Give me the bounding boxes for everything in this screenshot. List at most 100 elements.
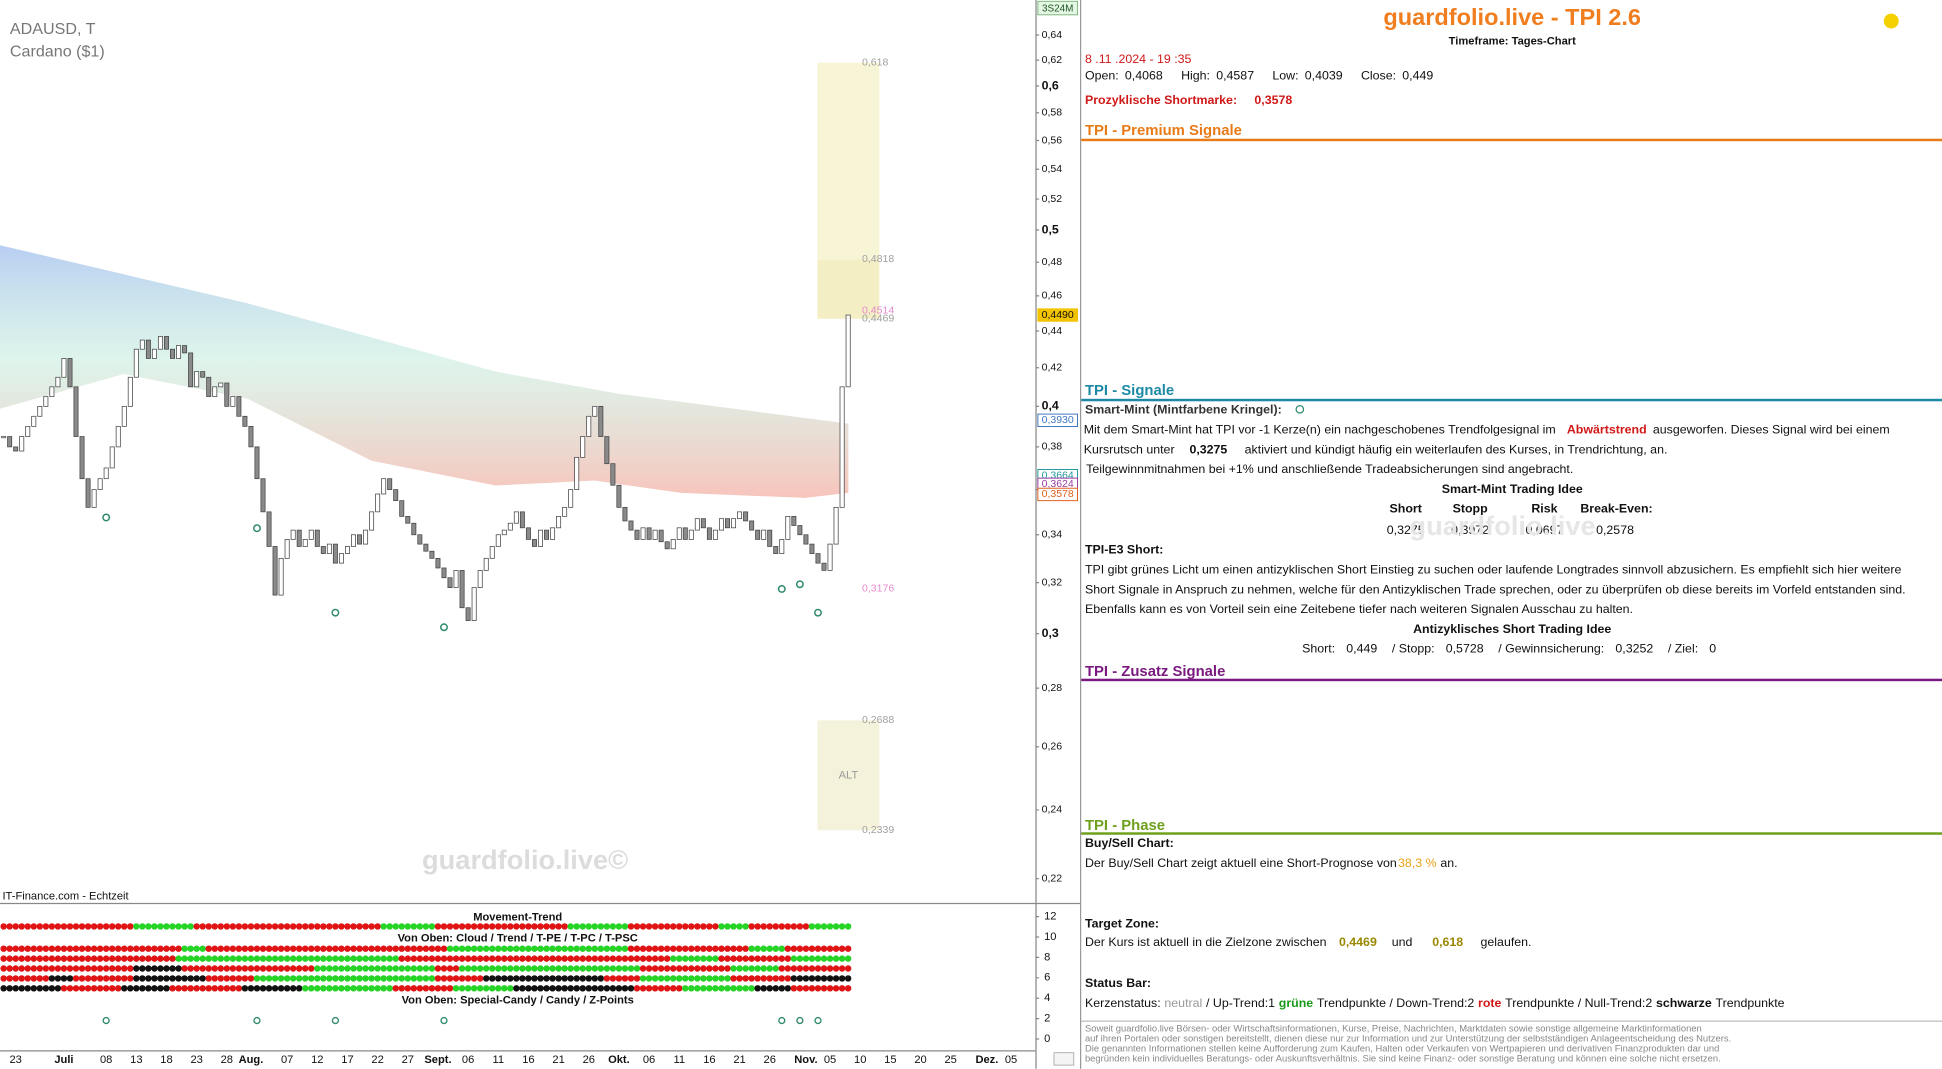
trend-dot <box>808 985 816 992</box>
trend-dot <box>12 975 19 982</box>
trend-dot <box>700 985 707 992</box>
value: 0,449 <box>1346 642 1378 657</box>
trend-dot <box>326 985 333 992</box>
trend-run <box>133 965 182 972</box>
idea-row: Short: 0,449 / Stopp: 0,5728 / Gewinnsiche… <box>1081 643 1942 657</box>
trend-dot <box>609 975 617 982</box>
trend-dot <box>501 965 508 972</box>
x-tick-label: 07 <box>281 1054 293 1066</box>
trend-dot <box>531 965 538 972</box>
trend-dot <box>247 985 255 992</box>
trend-dot <box>700 965 707 972</box>
trend-dot <box>531 985 538 992</box>
trend-dot <box>229 945 237 952</box>
trend-run <box>133 923 194 930</box>
trend-dot <box>615 985 623 992</box>
trend-dot <box>464 923 472 930</box>
trend-dot <box>36 965 44 972</box>
trend-dot <box>609 945 617 952</box>
trend-dot <box>615 975 623 982</box>
text: Mit dem Smart-Mint hat TPI vor -1 Kerze(… <box>1083 423 1556 438</box>
trend-dot <box>838 975 846 982</box>
trend-dot <box>0 945 7 952</box>
trend-dot <box>603 945 611 952</box>
trend-dot <box>597 985 605 992</box>
trend-dot <box>0 923 7 930</box>
trend-dot <box>145 985 152 992</box>
trend-dot <box>688 965 695 972</box>
text: Trendpunkte <box>1715 997 1785 1011</box>
trend-dot <box>320 955 327 962</box>
price-marker-box <box>1037 308 1079 322</box>
trend-dot <box>121 945 128 952</box>
trend-dot <box>145 923 152 930</box>
trend-dot <box>706 965 713 972</box>
smart-mint-signal <box>253 524 261 533</box>
panel-subtitle: Von Oben: Cloud / Trend / T-PE / T-PC / … <box>398 933 638 945</box>
y-tick-label: 0,4 <box>1042 399 1059 413</box>
trend-dot <box>778 965 786 972</box>
trend-dot <box>115 945 122 952</box>
trend-dot <box>0 975 7 982</box>
trend-dot <box>18 923 25 930</box>
label: / Ziel: <box>1667 642 1699 657</box>
x-tick-label: 16 <box>703 1054 715 1066</box>
trend-dot <box>730 975 737 982</box>
trend-dot <box>555 955 562 962</box>
trend-dot <box>597 975 605 982</box>
trend-dot <box>440 975 448 982</box>
trend-dot <box>0 985 7 992</box>
level-label: 0,4818 <box>862 253 894 265</box>
trend-dot <box>84 923 92 930</box>
highlight: neutral <box>1164 997 1203 1011</box>
trend-dot <box>78 975 86 982</box>
trend-dot <box>66 945 74 952</box>
trend-dot <box>271 945 279 952</box>
trend-dot <box>6 985 13 992</box>
trend-dot <box>12 965 19 972</box>
y-tick-label: 0,54 <box>1042 163 1063 175</box>
candle <box>164 336 169 350</box>
trend-dot <box>380 975 387 982</box>
trend-dot <box>555 945 562 952</box>
trend-dot <box>760 945 767 952</box>
scale-button[interactable] <box>1053 1052 1075 1066</box>
z-point <box>814 1016 822 1025</box>
trend-dot <box>730 985 737 992</box>
trend-dot <box>54 923 62 930</box>
trend-dot <box>736 975 743 982</box>
trend-dot <box>694 923 701 930</box>
trend-dot <box>639 965 647 972</box>
candle <box>459 570 465 609</box>
trend-dot <box>694 945 701 952</box>
trend-dot <box>567 965 574 972</box>
x-tick-label: 16 <box>522 1054 534 1066</box>
panel-title: Movement-Trend <box>473 912 562 924</box>
trend-dot <box>386 945 393 952</box>
trend-run <box>718 955 792 962</box>
trend-dot <box>187 955 194 962</box>
trend-dot <box>253 985 261 992</box>
trend-dot <box>760 965 767 972</box>
trend-dot <box>452 965 460 972</box>
trend-dot <box>6 965 13 972</box>
trend-dot <box>844 945 852 952</box>
trend-dot <box>181 965 188 972</box>
trend-dot <box>452 945 460 952</box>
trend-dot <box>235 985 243 992</box>
trend-dot <box>108 945 116 952</box>
trend-dot <box>434 975 442 982</box>
trend-dot <box>639 955 647 962</box>
candle <box>37 405 43 417</box>
trend-dot <box>718 955 725 962</box>
trend-dot <box>561 985 568 992</box>
trend-dot <box>555 985 562 992</box>
trend-dot <box>6 975 13 982</box>
price-marker-label: 0,3578 <box>1042 488 1074 500</box>
trend-dot <box>392 965 399 972</box>
trend-dot <box>452 923 460 930</box>
y-tick-label: 0,38 <box>1042 441 1063 453</box>
trend-run <box>0 923 134 930</box>
trend-dot <box>320 965 327 972</box>
trend-dot <box>163 975 170 982</box>
